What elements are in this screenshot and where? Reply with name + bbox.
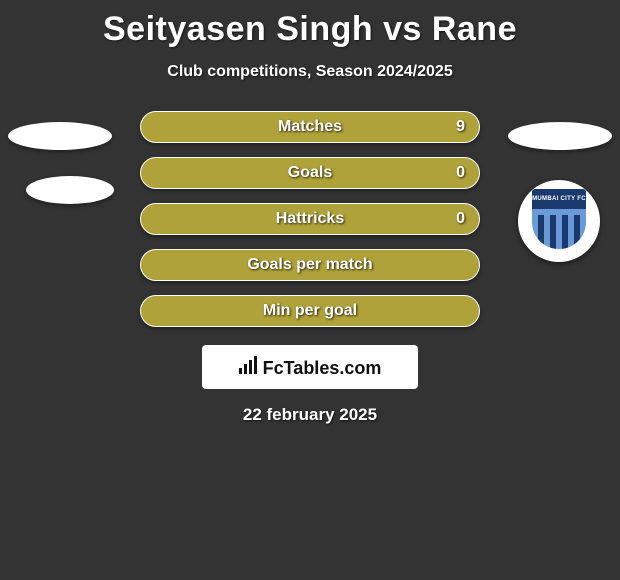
stat-value-right: 9 [456,118,465,136]
stat-label: Hattricks [276,210,344,228]
bar-chart-icon [239,356,259,374]
comparison-subtitle: Club competitions, Season 2024/2025 [0,63,620,81]
stat-value-right: 0 [456,164,465,182]
brand-box: FcTables.com [202,345,418,389]
stat-row-matches: Matches 9 [140,111,480,143]
stat-row-hattricks: Hattricks 0 [140,203,480,235]
stat-row-min-per-goal: Min per goal [140,295,480,327]
comparison-title: Seityasen Singh vs Rane [0,0,620,49]
snapshot-date: 22 february 2025 [0,405,620,425]
stat-row-goals-per-match: Goals per match [140,249,480,281]
stat-row-goals: Goals 0 [140,157,480,189]
stat-label: Min per goal [263,302,357,320]
stat-label: Matches [278,118,342,136]
stat-label: Goals [288,164,332,182]
brand-logo: FcTables.com [239,356,382,379]
stats-container: Matches 9 Goals 0 Hattricks 0 Goals per … [0,111,620,327]
stat-value-right: 0 [456,210,465,228]
stat-label: Goals per match [247,256,372,274]
brand-text: FcTables.com [263,358,382,379]
